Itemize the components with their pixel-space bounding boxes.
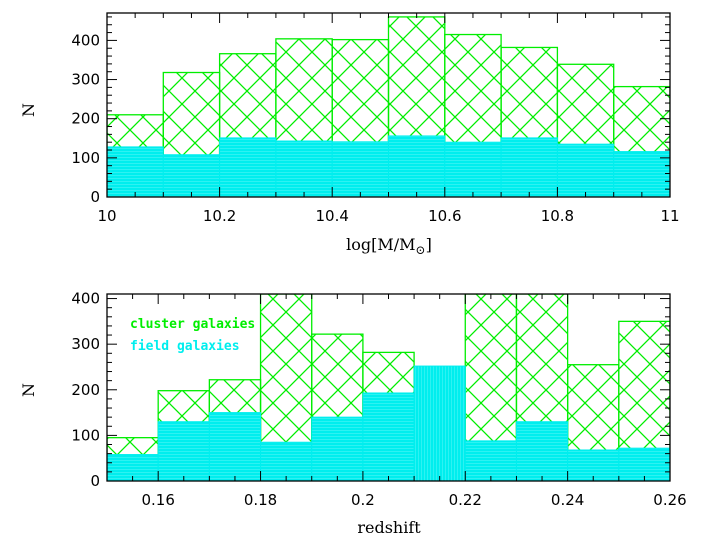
redshift-field-bar	[618, 447, 670, 481]
redshift-x-axis-title: redshift	[357, 518, 421, 537]
mass-histogram-panel: 0 100 200 300 400 10 10.2 10.4 10.6 10.8 11	[71, 12, 680, 225]
mass-x-tick-label: 10	[97, 207, 116, 225]
mass-y-tick-label: 0	[90, 188, 100, 206]
mass-field-bar	[388, 135, 446, 197]
mass-field-bar	[219, 137, 277, 197]
redshift-field-bar	[260, 441, 313, 481]
mass-field-bar	[444, 141, 502, 197]
redshift-field-bar	[362, 392, 415, 481]
mass-field-bar	[331, 141, 390, 197]
redshift-field-bar	[413, 365, 466, 481]
redshift-field-bar	[157, 421, 210, 481]
mass-x-tick-label: 10.8	[541, 207, 574, 225]
redshift-x-tick-label: 0.22	[449, 491, 482, 509]
mass-field-bar	[556, 143, 615, 197]
redshift-y-tick-label: 300	[71, 335, 100, 353]
redshift-x-tick-label: 0.24	[551, 491, 584, 509]
mass-x-tick-label: 11	[660, 207, 679, 225]
redshift-y-tick-label: 400	[71, 290, 100, 308]
redshift-field-bar	[208, 412, 262, 481]
mass-field-bar	[107, 146, 164, 197]
redshift-y-tick-label: 200	[71, 381, 100, 399]
legend-field-label: field galaxies	[130, 339, 240, 354]
redshift-histogram-panel: 0 100 200 300 400 0.16 0.18 0.2 0.22 0.24 0.26	[71, 290, 686, 509]
redshift-y-tick-label: 0	[90, 472, 100, 490]
mass-y-tick-label: 200	[71, 110, 100, 128]
mass-y-axis-title: N	[19, 103, 38, 117]
mass-field-bar	[162, 154, 221, 197]
redshift-field-bar	[464, 440, 517, 481]
redshift-y-axis-title: N	[19, 383, 38, 397]
redshift-field-bar	[515, 421, 569, 481]
mass-x-tick-label: 10.6	[428, 207, 461, 225]
redshift-field-bar	[311, 416, 364, 481]
redshift-x-tick-label: 0.26	[653, 491, 686, 509]
mass-field-bar	[613, 151, 670, 197]
mass-y-tick-label: 400	[71, 31, 100, 49]
redshift-x-tick-label: 0.16	[141, 491, 174, 509]
mass-x-tick-label: 10.2	[203, 207, 236, 225]
legend-cluster-label: cluster galaxies	[130, 317, 255, 332]
mass-y-tick-label: 300	[71, 71, 100, 89]
mass-field-bar	[275, 140, 333, 197]
mass-y-tick-label: 100	[71, 149, 100, 167]
mass-field-bar	[500, 137, 558, 197]
redshift-y-tick-label: 100	[71, 426, 100, 444]
mass-x-tick-label: 10.4	[315, 207, 348, 225]
redshift-x-tick-label: 0.2	[351, 491, 375, 509]
redshift-x-tick-label: 0.18	[244, 491, 277, 509]
mass-x-axis-title: log[M/M⊙]	[346, 235, 432, 257]
